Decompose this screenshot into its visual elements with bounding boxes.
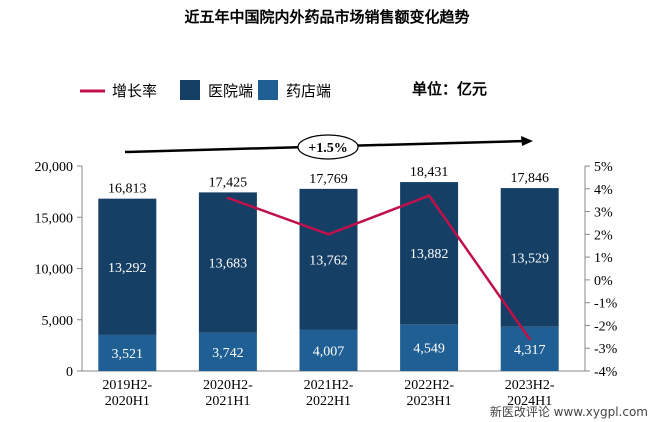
- bar-pharmacy: [500, 326, 559, 371]
- bar-hospital: [299, 188, 358, 330]
- right-tick-label: -3%: [594, 342, 618, 357]
- right-tick-label: -2%: [594, 319, 618, 334]
- legend-label: 药店端: [286, 82, 331, 100]
- right-tick-label: -1%: [594, 297, 618, 312]
- total-label: 16,813: [108, 182, 147, 197]
- bar-value-label: 13,882: [410, 247, 449, 262]
- x-tick-label: 2020H1: [105, 394, 150, 409]
- bar-hospital: [400, 182, 459, 325]
- left-tick-label: 5,000: [42, 314, 74, 329]
- left-tick-label: 20,000: [35, 160, 74, 175]
- right-tick-label: 1%: [594, 251, 613, 266]
- bar-value-label: 4,317: [514, 343, 546, 358]
- bar-hospital: [500, 188, 559, 327]
- left-tick-label: 0: [66, 365, 73, 380]
- x-tick-label: 2019H2-: [102, 378, 152, 393]
- bar-pharmacy: [400, 324, 459, 371]
- bar-value-label: 13,762: [309, 253, 348, 268]
- bar-value-label: 13,292: [108, 261, 147, 276]
- growth-rate-line: [227, 194, 531, 340]
- arrow-head-icon: [521, 136, 533, 146]
- bar-pharmacy: [299, 329, 358, 371]
- footer-text: 新医改评论 www.xygpl.com: [490, 404, 648, 419]
- bar-value-label: 13,529: [510, 251, 549, 266]
- bar-value-label: 4,549: [413, 342, 445, 357]
- x-tick-label: 2020H2-: [203, 378, 253, 393]
- x-tick-label: 2023H2-: [505, 378, 555, 393]
- bar-hospital: [198, 192, 257, 333]
- right-tick-label: 5%: [594, 160, 613, 175]
- legend-swatch: [180, 80, 200, 100]
- x-tick-label: 2022H2-: [404, 378, 454, 393]
- x-tick-label: 2021H2-: [304, 378, 354, 393]
- total-label: 17,769: [309, 172, 348, 187]
- x-tick-label: 2022H1: [306, 394, 351, 409]
- trend-label: +1.5%: [308, 141, 347, 156]
- bar-value-label: 13,683: [209, 257, 248, 272]
- x-tick-label: 2024H1: [507, 394, 552, 409]
- bar-pharmacy: [98, 334, 157, 371]
- total-label: 17,846: [510, 171, 549, 186]
- left-tick-label: 10,000: [35, 263, 74, 278]
- trend-arrow: +1.5%: [124, 134, 533, 160]
- legend: 增长率 医院端 药店端: [80, 80, 331, 100]
- legend-swatch: [258, 80, 278, 100]
- total-label: 18,431: [410, 165, 449, 180]
- bar-hospital: [98, 198, 157, 335]
- right-tick-label: 3%: [594, 206, 613, 221]
- right-tick-label: -4%: [594, 365, 618, 380]
- unit-label: 单位：亿元: [412, 80, 487, 98]
- x-tick-label: 2023H1: [407, 394, 452, 409]
- legend-label: 增长率: [112, 82, 157, 100]
- right-tick-label: 4%: [594, 183, 613, 198]
- x-tick-label: 2021H1: [205, 394, 250, 409]
- bar-value-label: 3,521: [112, 347, 144, 362]
- growth-rate-point: [327, 233, 330, 236]
- bar-pharmacy: [198, 332, 257, 371]
- left-tick-label: 15,000: [35, 211, 74, 226]
- growth-rate-point: [427, 194, 431, 197]
- legend-label: 医院端: [208, 82, 253, 100]
- growth-rate-point: [226, 196, 230, 200]
- total-label: 17,425: [209, 175, 248, 190]
- growth-rate-point: [528, 337, 531, 341]
- right-tick-label: 2%: [594, 228, 613, 243]
- bar-value-label: 3,742: [212, 346, 244, 361]
- bar-value-label: 4,007: [313, 344, 345, 359]
- right-tick-label: 0%: [594, 274, 613, 289]
- chart-title: 近五年中国院内外药品市场销售额变化趋势: [184, 8, 469, 26]
